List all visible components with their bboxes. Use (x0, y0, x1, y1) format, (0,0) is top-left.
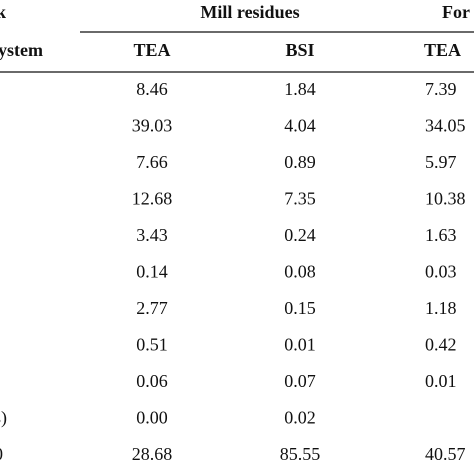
cell: 7.39 (425, 79, 457, 99)
cell: 0.01 (284, 335, 316, 355)
cell: 0.01 (425, 371, 457, 391)
cell: 0.51 (136, 335, 168, 355)
cell: 3.43 (136, 225, 168, 245)
cell: 2.77 (136, 298, 168, 318)
column-header: TEA (133, 40, 170, 60)
cell: 0.15 (284, 298, 316, 318)
cell: 0.07 (284, 371, 316, 391)
cell: 1.84 (284, 79, 316, 99)
group-header: For (442, 2, 470, 22)
cell: 0.02 (284, 408, 316, 428)
cell: 7.35 (284, 189, 316, 209)
cell: 0.00 (136, 408, 168, 428)
cell: 85.55 (280, 444, 321, 464)
cell: 1.18 (425, 298, 457, 318)
cell: 10.38 (425, 189, 466, 209)
row-label: s) (0, 408, 7, 429)
cell: 0.89 (284, 152, 316, 172)
cell: 4.04 (284, 116, 316, 136)
row-header-fragment: ystem (0, 40, 43, 60)
row-header-fragment: k (0, 2, 6, 22)
cell: 5.97 (425, 152, 457, 172)
cell: 0.08 (284, 262, 316, 282)
cell: 8.46 (136, 79, 168, 99)
group-header: Mill residues (200, 2, 299, 22)
cell: 0.03 (425, 262, 457, 282)
cell: 40.57 (425, 444, 466, 464)
column-header: BSI (285, 40, 314, 60)
cell: 39.03 (132, 116, 173, 136)
cell: 7.66 (136, 152, 168, 172)
cell: 0.06 (136, 371, 168, 391)
row-label: 0 (0, 444, 3, 464)
cell: 0.14 (136, 262, 168, 282)
cell: 28.68 (132, 444, 173, 464)
cell: 0.42 (425, 335, 457, 355)
cell: 12.68 (132, 189, 173, 209)
cell: 0.24 (284, 225, 316, 245)
cell: 1.63 (425, 225, 457, 245)
cell: 34.05 (425, 116, 466, 136)
column-header: TEA (424, 40, 461, 60)
